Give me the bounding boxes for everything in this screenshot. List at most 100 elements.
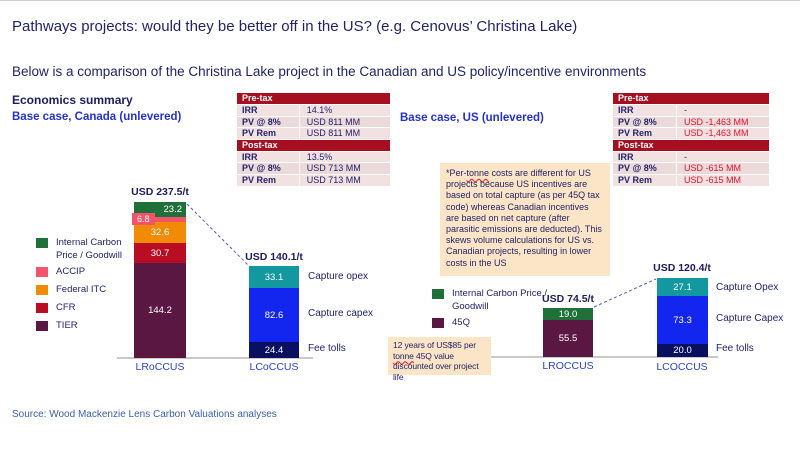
legend-label: 45Q: [452, 317, 470, 328]
capture-opex-annotation: Capture opex: [308, 271, 369, 282]
legend-label: Internal Carbon Price / Goodwill: [56, 237, 122, 261]
capture-opex-annotation: Capture Opex: [716, 282, 779, 293]
bar-segment-capture-capex: 82.6: [249, 288, 299, 342]
legend-swatch-icon: [36, 267, 48, 277]
bar-segment-fee-tolls: 24.4: [249, 342, 299, 358]
source-note: Source: Wood Mackenzie Lens Carbon Valua…: [12, 409, 277, 420]
note-text: 12 years of US$85 per: [393, 340, 476, 350]
row-value: USD -615 MM: [683, 163, 741, 174]
pretax-header: Pre-tax: [237, 93, 390, 104]
posttax-header: Post-tax: [613, 139, 769, 151]
table-row: PV Rem USD -615 MM: [613, 174, 769, 186]
row-label: PV Rem: [237, 128, 300, 139]
row-value: 14.1%: [306, 105, 333, 115]
bar-segment-fee-tolls: 20.0: [657, 344, 708, 357]
row-value: USD 811 MM: [306, 116, 361, 127]
row-value: -: [683, 151, 687, 162]
legend-item-federal-itc: Federal ITC: [36, 284, 144, 297]
us-note-box: *Per-tonne costs are different for US pr…: [440, 163, 610, 276]
row-label: PV @ 8%: [613, 116, 677, 128]
legend-label: Federal ITC: [56, 284, 107, 295]
us-axis-baseline: [490, 356, 718, 358]
bar-category-label: LCoCCUS: [249, 361, 299, 373]
row-label: PV Rem: [613, 174, 677, 186]
row-label: PV @ 8%: [237, 163, 300, 174]
legend-label: ACCIP: [56, 266, 86, 277]
table-row: IRR 14.1%: [237, 105, 390, 116]
bar-segment-capture-capex: 73.3: [657, 296, 708, 344]
bar-segment-capture-opex: 27.1: [657, 278, 708, 296]
note-text: 45Q value discounted over project life: [393, 350, 479, 382]
legend-item-internal-carbon-price: Internal Carbon Price / Goodwill: [36, 237, 144, 262]
posttax-header: Post-tax: [237, 139, 390, 151]
row-value: USD -1,463 MM: [683, 128, 749, 139]
row-label: PV Rem: [613, 128, 677, 139]
canada-economics-table: Pre-tax IRR 14.1% PV @ 8% USD 811 MM PV …: [237, 93, 390, 187]
note-text-tonne: tonne: [393, 350, 414, 361]
row-label: IRR: [237, 105, 300, 116]
legend-swatch-icon: [36, 238, 48, 248]
bar-segment-federal-itc: 32.6: [134, 222, 186, 243]
page-subtitle: Below is a comparison of the Christina L…: [12, 64, 647, 79]
table-row: PV Rem USD 811 MM: [237, 128, 390, 139]
legend-swatch-icon: [36, 303, 48, 313]
us-economics-table: Pre-tax IRR - PV @ 8% USD -1,463 MM PV R…: [613, 93, 769, 187]
note-text: *Per-: [446, 168, 467, 178]
lroccus-us-bar: 19.0 55.5: [543, 308, 593, 357]
legend-item-tier: TIER: [36, 320, 144, 333]
bar-segment-capture-opex: 33.1: [249, 266, 299, 288]
table-row: IRR -: [613, 151, 769, 163]
row-label: PV @ 8%: [613, 163, 677, 174]
bar-category-label: LCOCCUS: [656, 361, 708, 373]
capture-capex-annotation: Capture Capex: [716, 313, 784, 324]
note-text-tonne: tonne: [466, 168, 490, 178]
table-row: PV @ 8% USD 811 MM: [237, 116, 390, 128]
row-label: IRR: [613, 151, 677, 163]
table-row: PV @ 8% USD 713 MM: [237, 163, 390, 174]
bar-total-label: USD 120.4/t: [653, 262, 711, 274]
legend-swatch-icon: [36, 321, 48, 331]
table-row: IRR 13.5%: [237, 151, 390, 163]
row-value: 13.5%: [306, 151, 333, 162]
bar-segment-cfr: 30.7: [134, 243, 186, 263]
accip-value-callout: 6.8: [132, 213, 155, 225]
lcoccus-us-bar: 27.1 73.3 20.0: [657, 278, 708, 357]
legend-item-45q: 45Q: [432, 317, 540, 330]
capture-capex-annotation: Capture capex: [308, 308, 374, 319]
legend-swatch-icon: [432, 318, 444, 328]
bar-total-label: USD 74.5/t: [542, 293, 594, 305]
table-row: PV Rem USD -1,463 MM: [613, 128, 769, 139]
legend-swatch-icon: [36, 285, 48, 295]
pretax-header: Pre-tax: [613, 93, 769, 104]
legend-item-cfr: CFR: [36, 302, 144, 315]
q45-note-box: 12 years of US$85 per tonne 45Q value di…: [388, 337, 491, 382]
table-row: IRR -: [613, 105, 769, 116]
bar-total-label: USD 140.1/t: [245, 251, 303, 263]
note-text: costs are different for US projects beca…: [446, 168, 602, 268]
row-label: PV @ 8%: [237, 116, 300, 128]
us-case-label: Base case, US (unlevered): [400, 112, 544, 124]
bar-segment-45q: 55.5: [543, 320, 593, 357]
fee-tolls-annotation: Fee tolls: [716, 343, 754, 354]
legend-item-internal-carbon-price: Internal Carbon Price / Goodwill: [432, 288, 552, 313]
legend-label: TIER: [56, 320, 78, 331]
row-label: IRR: [237, 151, 300, 163]
row-value: USD 811 MM: [306, 128, 361, 139]
row-value: USD -1,463 MM: [683, 116, 749, 127]
table-row: PV @ 8% USD -615 MM: [613, 163, 769, 174]
lroccus-bar: 23.2 32.6 30.7 144.2 6.8: [132, 202, 186, 358]
row-value: USD 713 MM: [306, 174, 361, 185]
bar-segment-accip: [134, 217, 186, 222]
table-row: PV Rem USD 713 MM: [237, 174, 390, 186]
bar-segment-tier: 144.2: [134, 263, 186, 358]
row-label: PV Rem: [237, 174, 300, 186]
bar-category-label: LRoCCUS: [135, 361, 185, 373]
page-title: Pathways projects: would they be better …: [12, 18, 578, 35]
row-label: IRR: [613, 105, 677, 116]
bar-segment-internal-carbon-price: 19.0: [543, 308, 593, 320]
legend-item-accip: ACCIP: [36, 266, 144, 279]
canada-axis-baseline: [117, 357, 313, 359]
canada-case-label: Base case, Canada (unlevered): [12, 111, 182, 123]
legend-label: Internal Carbon Price / Goodwill: [452, 288, 548, 312]
